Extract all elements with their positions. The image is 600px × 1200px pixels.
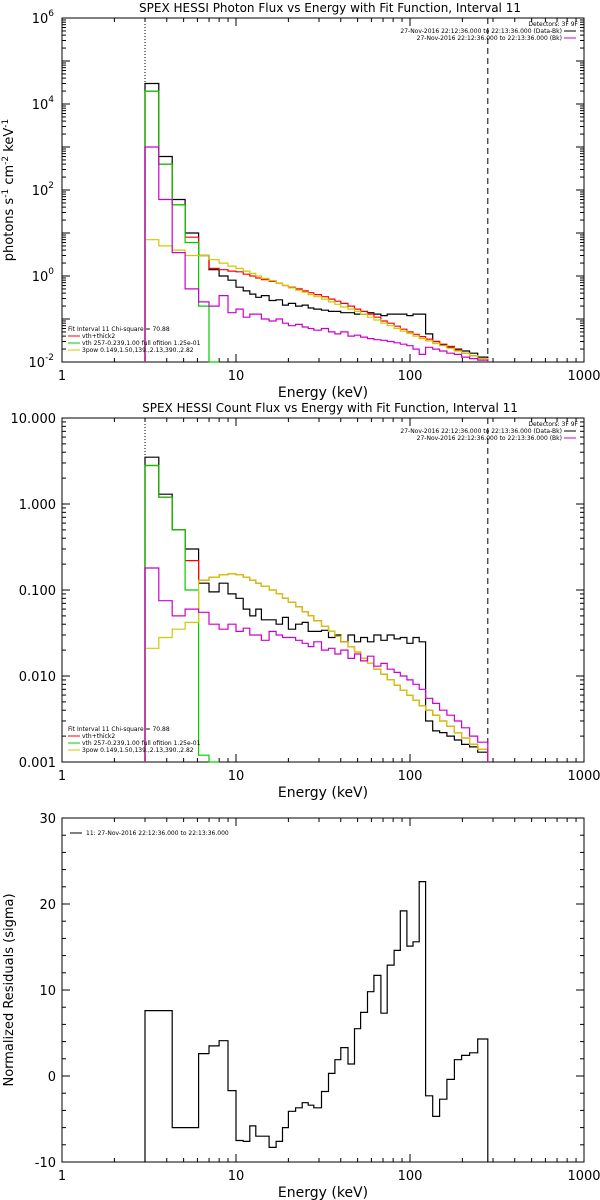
count-flux-panel: SPEX HESSI Count Flux vs Energy with Fit… bbox=[11, 401, 600, 801]
y-tick-label: 1.000 bbox=[19, 498, 56, 513]
y-axis-label: Normalized Residuals (sigma) bbox=[2, 893, 17, 1086]
y-tick-label: 30 bbox=[39, 812, 56, 827]
y-tick-exponent: 0 bbox=[48, 267, 54, 277]
series-line-bk bbox=[144, 567, 489, 762]
series-line-vth-thick2 bbox=[144, 90, 489, 362]
legend-entry: 3pow 0.149,1.50,139.,2.13,390.,2.82 bbox=[82, 747, 194, 754]
legend-entry: Fit Interval 11 Chi-square = 70.88 bbox=[68, 326, 170, 333]
legend-entry: vth+thick2 bbox=[82, 333, 115, 340]
x-tick-label: 1000 bbox=[567, 369, 600, 384]
y-tick-label: 0.010 bbox=[19, 670, 56, 685]
y-tick-label: 106 bbox=[32, 9, 55, 27]
series-line-residuals bbox=[144, 881, 489, 1162]
y-tick-exponent: 6 bbox=[48, 9, 54, 19]
x-tick-label: 100 bbox=[398, 769, 423, 784]
legend-entry: 27-Nov-2016 22:12:36.000 to 22:13:36.000… bbox=[417, 435, 562, 442]
x-tick-label: 10 bbox=[228, 1169, 245, 1184]
y-tick-label: -10 bbox=[35, 1156, 56, 1171]
y-tick-label: 0 bbox=[48, 1070, 56, 1085]
photon-flux-panel: SPEX HESSI Photon Flux vs Energy with Fi… bbox=[1, 1, 600, 401]
y-tick-label: 0.001 bbox=[19, 756, 56, 771]
y-tick-label: 10-2 bbox=[28, 353, 54, 371]
y-tick-label: 0.100 bbox=[19, 584, 56, 599]
x-tick-label: 1 bbox=[58, 1169, 66, 1184]
x-tick-label: 10 bbox=[228, 369, 245, 384]
series-line-vth bbox=[144, 90, 220, 363]
y-tick-base: 10 bbox=[32, 12, 49, 27]
y-axis-label-part: photons s bbox=[2, 198, 17, 262]
y-axis-label-part: keV bbox=[2, 128, 17, 156]
y-tick-label: 100 bbox=[32, 267, 55, 285]
series-line-vth bbox=[144, 464, 220, 763]
y-tick-exponent: 2 bbox=[48, 181, 54, 191]
svg-text:photons s-1 cm-2 keV-1: photons s-1 cm-2 keV-1 bbox=[1, 119, 17, 261]
x-tick-label: 10 bbox=[228, 769, 245, 784]
legend-entry: Fit Interval 11 Chi-square = 70.88 bbox=[68, 726, 170, 733]
legend-entry: 27-Nov-2016 22:12:36.000 to 22:13:36.000… bbox=[400, 428, 562, 435]
y-tick-base: 10 bbox=[28, 356, 45, 371]
y-tick-base: 10 bbox=[32, 270, 49, 285]
y-tick-label: 102 bbox=[32, 181, 54, 199]
x-tick-label: 100 bbox=[398, 1169, 423, 1184]
series-line-data-bk bbox=[144, 82, 489, 362]
y-tick-label: 10.000 bbox=[11, 412, 57, 427]
legend-entry: 3pow 0.149,1.50,139.,2.13,390.,2.82 bbox=[82, 347, 194, 354]
series-line-3pow bbox=[144, 239, 489, 362]
x-tick-label: 1 bbox=[58, 369, 66, 384]
y-tick-base: 10 bbox=[32, 184, 49, 199]
series-line-bk bbox=[144, 146, 489, 362]
legend-entry: 11: 27-Nov-2016 22:12:36.000 to 22:13:36… bbox=[86, 830, 229, 837]
y-axis-label-exp: -2 bbox=[1, 156, 11, 165]
y-axis-label: photons s-1 cm-2 keV-1 bbox=[1, 119, 17, 261]
legend-entry: vth+thick2 bbox=[82, 733, 115, 740]
y-tick-label: 104 bbox=[32, 95, 55, 113]
y-tick-label: 20 bbox=[39, 898, 56, 913]
plot-frame bbox=[61, 417, 585, 763]
y-tick-exponent: 4 bbox=[48, 95, 54, 105]
x-axis-label: Energy (keV) bbox=[278, 1185, 368, 1200]
legend-entry: vth 257-0.239,1.00 full ofition 1.25e-01 bbox=[82, 740, 201, 747]
residuals-panel: Normalized Residuals (sigma) Energy (keV… bbox=[2, 812, 600, 1200]
y-axis-label-exp: -1 bbox=[1, 189, 11, 198]
x-tick-label: 1000 bbox=[567, 1169, 600, 1184]
x-tick-label: 1 bbox=[58, 769, 66, 784]
x-tick-label: 1000 bbox=[567, 769, 600, 784]
y-tick-base: 10 bbox=[32, 98, 49, 113]
y-axis-label-part: cm bbox=[2, 165, 17, 189]
x-axis-label: Energy (keV) bbox=[278, 385, 368, 401]
chart-title: SPEX HESSI Photon Flux vs Energy with Fi… bbox=[139, 1, 521, 15]
legend-entry: 27-Nov-2016 22:12:36.000 to 22:13:36.000… bbox=[400, 28, 562, 35]
chart-title: SPEX HESSI Count Flux vs Energy with Fit… bbox=[142, 401, 518, 415]
detectors-label: Detectors: 3F 9F bbox=[528, 421, 578, 428]
legend-entry: vth 257-0.239,1.00 full ofition 1.25e-01 bbox=[82, 340, 201, 347]
detectors-label: Detectors: 3F 9F bbox=[528, 21, 578, 28]
y-tick-label: 10 bbox=[39, 984, 56, 999]
x-tick-label: 100 bbox=[398, 369, 423, 384]
series-line-vth-thick2 bbox=[144, 464, 489, 762]
legend-entry: 27-Nov-2016 22:12:36.000 to 22:13:36.000… bbox=[417, 35, 562, 42]
plot-frame bbox=[61, 817, 585, 1163]
y-tick-exponent: -2 bbox=[45, 353, 54, 363]
series-line-3pow bbox=[144, 573, 489, 762]
x-axis-label: Energy (keV) bbox=[278, 785, 368, 801]
y-axis-label-exp: -1 bbox=[1, 119, 11, 128]
